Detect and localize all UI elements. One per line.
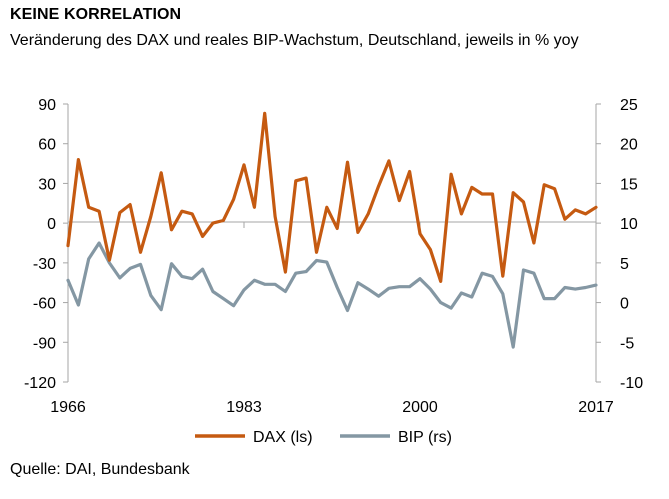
left-axis-tick-label: -90	[33, 335, 56, 352]
right-axis-tick-label: -5	[620, 335, 634, 352]
left-axis-tick-label: -30	[33, 256, 56, 273]
left-axis-tick-label: 90	[38, 97, 56, 114]
left-axis-tick-label: -120	[24, 375, 56, 392]
right-axis-tick-label: 20	[620, 137, 638, 154]
legend: DAX (ls) BIP (rs)	[195, 429, 452, 446]
source-note: Quelle: DAI, Bundesbank	[10, 461, 190, 478]
left-axis-tick-label: 30	[38, 176, 56, 193]
x-axis-tick-label: 1966	[50, 399, 86, 416]
left-axis-tick-label: 60	[38, 137, 56, 154]
chart-subtitle: Veränderung des DAX und reales BIP-Wachs…	[10, 32, 579, 49]
dax-series-line	[66, 111, 598, 283]
right-axis-tick-label: 15	[620, 176, 638, 193]
x-axis-tick-label: 2000	[402, 399, 438, 416]
left-y-axis: 90 60 30 0 -30 -60 -90 -120	[24, 97, 69, 392]
x-axis-tick-label: 2017	[578, 399, 614, 416]
left-axis-tick-label: -60	[33, 296, 56, 313]
right-axis-tick-label: 25	[620, 97, 638, 114]
right-axis-tick-label: 10	[620, 216, 638, 233]
right-axis-tick-label: -10	[620, 375, 643, 392]
right-axis-tick-label: 5	[620, 256, 629, 273]
bip-series-line	[66, 241, 598, 349]
left-axis-tick-label: 0	[47, 216, 56, 233]
chart-title: KEINE KORRELATION	[10, 6, 182, 23]
legend-bip-label: BIP (rs)	[398, 429, 452, 446]
plot-area	[66, 111, 598, 349]
right-y-axis: 25 20 15 10 5 0 -5 -10	[595, 97, 643, 392]
legend-dax-label: DAX (ls)	[253, 429, 313, 446]
x-axis-tick-label: 1983	[226, 399, 262, 416]
x-axis: 1966 1983 2000 2017	[50, 221, 614, 416]
right-axis-tick-label: 0	[620, 296, 629, 313]
